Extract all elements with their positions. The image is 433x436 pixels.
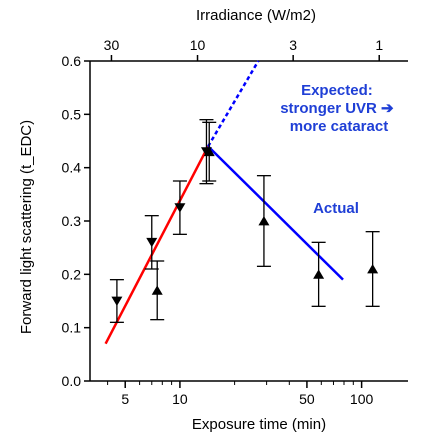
- expected-annotation: Expected: stronger UVR ➔ more cataract: [280, 82, 398, 135]
- point-triangle-down: [146, 237, 158, 248]
- y-tick-label: 0.6: [62, 53, 82, 69]
- y-tick-label: 0.4: [62, 160, 82, 176]
- x-tick-label: 5: [121, 391, 129, 407]
- actual-annotation: Actual: [313, 200, 359, 217]
- top-tick-label: 10: [190, 37, 206, 53]
- point-triangle-up: [367, 264, 379, 274]
- point-triangle-up: [313, 269, 325, 279]
- y-tick-label: 0.5: [62, 106, 82, 122]
- x-tick-label: 10: [172, 391, 188, 407]
- top-tick-label: 3: [289, 37, 297, 53]
- top-tick-label: 30: [104, 37, 120, 53]
- y-tick-label: 0.0: [62, 373, 82, 389]
- x-axis-title: Exposure time (min): [192, 416, 326, 433]
- ticks: 0.0 0.1 0.2 0.3 0.4 0.5 0.6 5 10 50 100 30 10 3 1: [62, 37, 384, 407]
- top-tick-label: 1: [375, 37, 383, 53]
- point-triangle-up: [258, 216, 270, 226]
- data-points: [109, 119, 380, 323]
- x-tick-label: 50: [299, 391, 315, 407]
- expected-trend-line: [207, 60, 260, 147]
- y-axis-title: Forward light scattering (t_EDC): [18, 120, 35, 334]
- top-axis-title: Irradiance (W/m2): [196, 7, 316, 24]
- y-tick-label: 0.1: [62, 320, 82, 336]
- fit-lines: [104, 60, 344, 345]
- rising-fit-line: [104, 145, 210, 345]
- point-triangle-down: [174, 203, 186, 213]
- point-triangle-up: [203, 146, 215, 157]
- point-triangle-up: [151, 285, 163, 295]
- x-tick-label: 100: [350, 391, 374, 407]
- expected-line-1: Expected:: [301, 82, 373, 99]
- expected-line-3: more cataract: [290, 118, 388, 135]
- y-tick-label: 0.3: [62, 213, 82, 229]
- expected-line-2: stronger UVR ➔: [280, 100, 394, 117]
- y-tick-label: 0.2: [62, 266, 82, 282]
- point-triangle-down: [111, 296, 123, 306]
- actual-trend-line: [207, 145, 344, 281]
